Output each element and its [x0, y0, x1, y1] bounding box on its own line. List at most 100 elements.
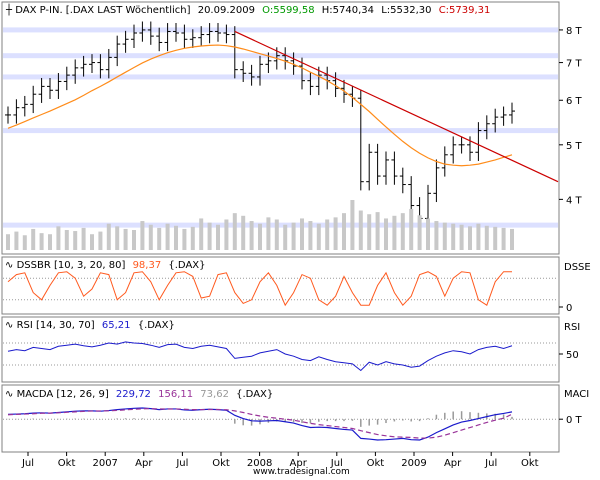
- volume-bar-55: [468, 226, 472, 250]
- ohlc-bar-5: [47, 77, 53, 99]
- dssbr-line: [7, 271, 512, 307]
- dssbr-axis-label: DSSE: [564, 262, 591, 273]
- ohlc-bar-1: [13, 99, 20, 124]
- support-band-2: [3, 74, 558, 80]
- volume-bar-51: [434, 221, 439, 250]
- price-y-label-1: 7 T: [566, 59, 583, 70]
- moving-average-line: [7, 44, 513, 167]
- x-tick-label-6: 2008: [247, 458, 272, 469]
- macd-source: {.DAX}: [236, 389, 273, 400]
- volume-bar-22: [190, 226, 195, 250]
- ohlc-bar-58: [492, 108, 499, 133]
- ohlc-bar-25: [215, 23, 221, 42]
- dssbr-panel: 0: [3, 271, 572, 314]
- price-y-label-4: 4 T: [566, 195, 583, 206]
- rsi-panel: 50: [3, 341, 579, 372]
- price-legend-marker: ┼: [5, 3, 15, 16]
- rsi-panel-frame: [1, 316, 560, 383]
- macd-axis-label: MACI: [564, 389, 589, 400]
- ohlc-bar-12: [105, 48, 112, 79]
- x-tick-label-1: Okt: [58, 458, 76, 469]
- ohlc-bar-19: [164, 23, 171, 52]
- ohlc-bar-56: [475, 122, 482, 161]
- volume-bar-13: [115, 226, 120, 250]
- volume-bar-15: [132, 230, 136, 250]
- price-legend: ┼ DAX P-IN. [.DAX LAST Wöchentlich] 20.0…: [5, 3, 490, 16]
- rsi-source: {.DAX}: [138, 320, 175, 331]
- ohlc-bar-4: [38, 77, 45, 103]
- trendline: [234, 30, 559, 183]
- volume-bar-27: [232, 213, 237, 250]
- x-tick-label-5: Okt: [212, 458, 230, 469]
- volume-bar-34: [291, 222, 296, 250]
- ohlc-bar-57: [483, 115, 490, 140]
- header-open: O:5599,58: [262, 5, 314, 16]
- volume-bar-30: [258, 223, 262, 250]
- x-tick-label-11: Apr: [444, 458, 462, 469]
- ohlc-bar-53: [450, 136, 457, 164]
- volume-bar-1: [14, 231, 19, 250]
- ohlc-bar-3: [30, 85, 37, 114]
- rsi-line: [7, 341, 513, 372]
- price-y-label-2: 6 T: [566, 96, 583, 107]
- volume-bar-25: [216, 224, 220, 250]
- volume-bar-11: [98, 231, 103, 250]
- support-band-3: [3, 128, 558, 134]
- ohlc-bar-44: [374, 143, 381, 185]
- ohlc-bar-47: [399, 167, 406, 194]
- x-tick-label-12: Jul: [484, 458, 497, 469]
- dssbr-legend: ∿ DSSBR [10, 3, 20, 80] 98,37 {.DAX}: [5, 260, 206, 271]
- volume-bar-48: [409, 208, 414, 250]
- support-band-4: [3, 222, 558, 228]
- volume-bar-45: [384, 218, 388, 250]
- price-panel-frame: [1, 1, 560, 255]
- x-tick-label-7: Apr: [290, 458, 308, 469]
- ohlc-bar-36: [307, 72, 314, 96]
- x-tick-label-3: Apr: [135, 458, 153, 469]
- volume-bar-41: [350, 200, 355, 250]
- rsi-legend-marker: ∿: [5, 320, 13, 331]
- ohlc-bar-42: [357, 89, 364, 191]
- ohlc-bar-22: [189, 29, 196, 48]
- support-band-1: [3, 53, 558, 59]
- ohlc-bar-27: [231, 26, 238, 79]
- volume-bar-31: [266, 217, 271, 250]
- ohlc-bar-17: [147, 21, 154, 45]
- volume-bars: [6, 200, 514, 250]
- ohlc-bar-24: [206, 23, 213, 44]
- ohlc-bar-11: [97, 54, 104, 79]
- ohlc-bar-60: [509, 102, 515, 124]
- volume-bar-59: [501, 227, 506, 250]
- rsi-axis-label: RSI: [564, 322, 580, 333]
- volume-bar-56: [476, 223, 481, 250]
- volume-bar-19: [165, 223, 170, 250]
- header-high: H:5740,34: [322, 5, 374, 16]
- rsi-value: 65,21: [102, 320, 131, 331]
- volume-bar-24: [207, 222, 212, 250]
- dssbr-y-label-0: 0: [566, 303, 572, 314]
- price-y-label-0: 8 T: [566, 26, 583, 37]
- ohlc-bar-54: [458, 136, 465, 154]
- volume-bar-5: [48, 234, 52, 250]
- price-y-label-3: 5 T: [566, 141, 583, 152]
- dssbr-title: DSSBR [10, 3, 20, 80]: [17, 260, 126, 271]
- x-tick-label-4: Jul: [175, 458, 188, 469]
- volume-bar-6: [56, 226, 61, 250]
- volume-bar-57: [484, 225, 489, 250]
- price-panel: 8 T 7 T 6 T 5 T 4 T: [3, 21, 583, 228]
- ohlc-bar-39: [332, 72, 339, 98]
- volume-bar-17: [148, 224, 153, 250]
- volume-bar-29: [249, 221, 254, 250]
- ohlc-bar-51: [433, 159, 440, 203]
- volume-bar-23: [199, 218, 204, 250]
- ohlc-bar-9: [80, 55, 87, 77]
- ohlc-bar-7: [63, 66, 70, 91]
- ohlc-bar-37: [315, 66, 322, 96]
- rsi-title: RSI [14, 30, 70]: [17, 320, 95, 331]
- volume-bar-37: [316, 223, 321, 250]
- volume-bar-20: [174, 225, 178, 250]
- volume-bar-35: [300, 218, 304, 250]
- ohlc-bar-48: [408, 176, 415, 215]
- ohlc-bar-46: [391, 151, 398, 185]
